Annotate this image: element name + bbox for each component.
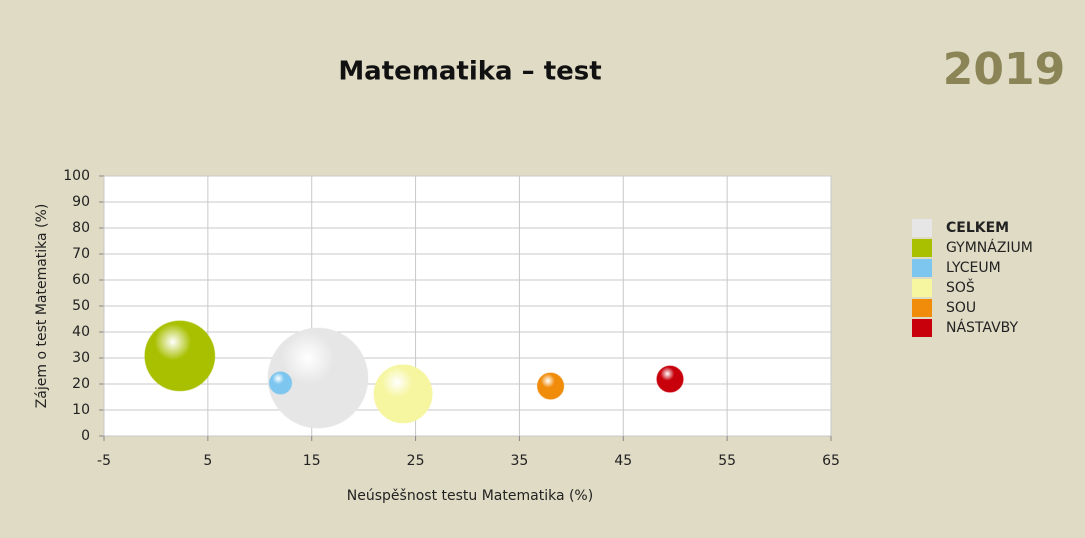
y-tick-label: 10 bbox=[72, 402, 90, 418]
bubble bbox=[268, 371, 293, 395]
y-tick-label: 30 bbox=[72, 350, 90, 366]
legend-label: LYCEUM bbox=[946, 260, 1001, 276]
bubble bbox=[144, 320, 216, 392]
y-tick-label: 90 bbox=[72, 194, 90, 210]
year: 2019 bbox=[943, 44, 1065, 95]
bubble bbox=[267, 327, 369, 429]
chart-title: Matematika – test bbox=[338, 57, 601, 87]
legend-swatch bbox=[912, 259, 932, 277]
y-tick-label: 60 bbox=[72, 272, 90, 288]
x-tick-label: 65 bbox=[822, 453, 840, 469]
x-tick-label: 55 bbox=[718, 453, 736, 469]
x-tick-label: 25 bbox=[407, 453, 425, 469]
y-tick-label: 0 bbox=[81, 428, 90, 444]
y-tick-label: 40 bbox=[72, 324, 90, 340]
legend-swatch bbox=[912, 219, 932, 237]
legend-swatch bbox=[912, 239, 932, 257]
legend-label: GYMNÁZIUM bbox=[946, 239, 1033, 256]
y-axis-label: Zájem o test Matematika (%) bbox=[34, 204, 50, 409]
legend-swatch bbox=[912, 299, 932, 317]
legend-label: CELKEM bbox=[946, 220, 1009, 236]
y-tick-label: 70 bbox=[72, 246, 90, 262]
x-tick-label: 45 bbox=[614, 453, 632, 469]
bubble bbox=[656, 365, 684, 393]
bubble bbox=[373, 364, 433, 424]
x-axis-label: Neúspěšnost testu Matematika (%) bbox=[347, 488, 593, 504]
legend-swatch bbox=[912, 279, 932, 297]
legend-label: NÁSTAVBY bbox=[946, 319, 1018, 336]
legend-swatch bbox=[912, 319, 932, 337]
x-tick-label: -5 bbox=[97, 453, 111, 469]
y-tick-label: 80 bbox=[72, 220, 90, 236]
bubble bbox=[536, 372, 565, 400]
y-tick-label: 20 bbox=[72, 376, 90, 392]
x-tick-label: 35 bbox=[511, 453, 529, 469]
x-tick-label: 15 bbox=[303, 453, 321, 469]
legend-label: SOU bbox=[946, 300, 976, 316]
legend-label: SOŠ bbox=[946, 278, 975, 296]
x-tick-label: 5 bbox=[203, 453, 212, 469]
y-tick-label: 100 bbox=[63, 168, 90, 184]
y-tick-label: 50 bbox=[72, 298, 90, 314]
